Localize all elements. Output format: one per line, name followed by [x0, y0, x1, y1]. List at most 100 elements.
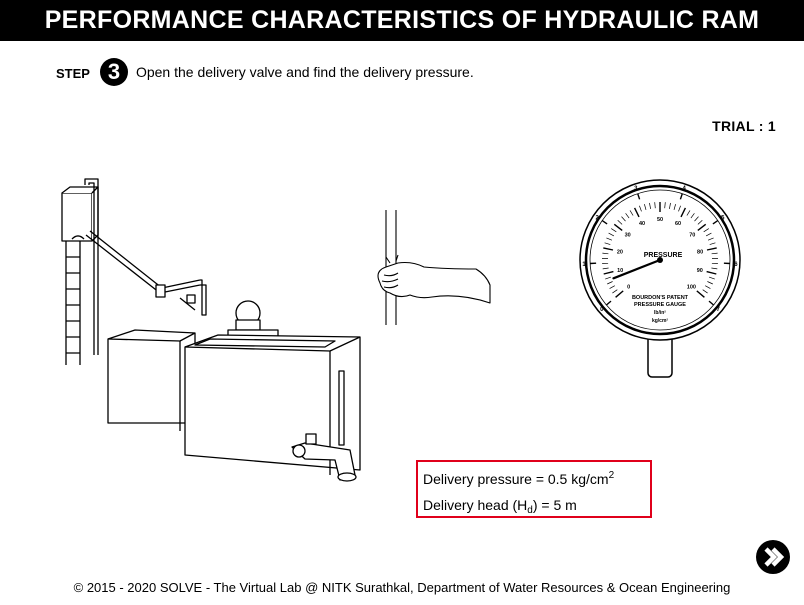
gauge-inner-major-tick: [706, 270, 717, 275]
gauge-inner-major-tick: [697, 223, 707, 231]
gauge-title: PRESSURE: [644, 252, 683, 259]
hand-opening-valve: [377, 210, 491, 325]
next-button[interactable]: [756, 540, 790, 574]
gauge-inner-label: 100: [687, 284, 696, 290]
gauge-inner-minor-tick: [604, 242, 611, 245]
step-instruction: STEP 3 Open the delivery valve and find …: [56, 58, 474, 86]
gauge-outer-label: 3: [634, 186, 638, 192]
gauge-inner-label: 50: [657, 217, 663, 223]
gauge-inner-label: 40: [639, 221, 645, 227]
gauge-inner-minor-tick: [690, 213, 695, 219]
gauge-inner-minor-tick: [607, 281, 613, 285]
gauge-inner-major-tick: [680, 207, 687, 218]
arrow-right-icon: [764, 547, 785, 567]
gauge-inner-minor-tick: [707, 281, 713, 285]
gauge-maker-line2: PRESSURE GAUGE: [634, 302, 686, 308]
gauge-inner-minor-tick: [629, 210, 634, 216]
gauge-outer-label: 7: [717, 307, 721, 313]
delivery-head-value: ) = 5 m: [532, 497, 577, 513]
gauge-outer-label: 2: [596, 215, 600, 221]
gauge-inner-label: 20: [617, 249, 623, 255]
gauge-inner-label: 60: [675, 221, 681, 227]
gauge-outer-ticks: 0 1 2 3 4 5 6 7: [582, 186, 738, 313]
step-text: Open the delivery valve and find the del…: [135, 64, 474, 80]
gauge-inner-major-tick: [613, 223, 623, 231]
gauge-inner-minor-tick: [711, 267, 718, 270]
gauge-inner-minor-tick: [678, 205, 681, 212]
page-title: PERFORMANCE CHARACTERISTICS OF HYDRAULIC…: [0, 0, 804, 41]
gauge-inner-ticks: 0 10 20 30 40 50 60 70 80 90 100: [601, 202, 719, 298]
gauge-inner-major-tick: [633, 207, 640, 218]
gauge-inner-minor-tick: [625, 213, 630, 219]
gauge-inner-minor-tick: [609, 285, 615, 289]
gauge-outer-label: 6: [734, 262, 738, 268]
footer-copyright: © 2015 - 2020 SOLVE - The Virtual Lab @ …: [73, 580, 731, 595]
gauge-inner-minor-tick: [707, 237, 714, 241]
gauge-outer-label: 5: [721, 215, 725, 221]
gauge-inner-label: 10: [617, 268, 623, 274]
gauge-inner-minor-tick: [649, 202, 651, 209]
delivery-pressure-result: Delivery pressure = 0.5 kg/cm2: [423, 466, 650, 492]
gauge-inner-minor-tick: [708, 276, 715, 280]
delivery-pressure-superscript: 2: [608, 470, 615, 481]
gauge-inner-minor-tick: [705, 285, 711, 289]
gauge-inner-minor-tick: [606, 237, 613, 241]
gauge-inner-label: 90: [697, 268, 703, 274]
gauge-inner-minor-tick: [664, 202, 666, 209]
gauge-maker-line1: BOURDON'S PATENT: [632, 295, 689, 301]
delivery-head-subscript: d: [527, 505, 533, 516]
gauge-inner-label: 0: [627, 284, 630, 290]
gauge-inner-major-tick: [615, 290, 624, 298]
gauge-unit-bottom: kg/cm²: [652, 318, 668, 324]
delivery-head-result: Delivery head (Hd) = 5 m: [423, 492, 650, 518]
gauge-outer-tick: [601, 220, 608, 225]
gauge-inner-label: 30: [625, 233, 631, 239]
gauge-inner-label: 80: [697, 249, 703, 255]
gauge-inner-minor-tick: [644, 204, 647, 210]
gauge-inner-major-tick: [706, 247, 717, 251]
gauge-inner-minor-tick: [612, 289, 618, 294]
gauge-outer-tick: [637, 193, 641, 200]
gauge-inner-minor-tick: [608, 232, 615, 237]
step-number-badge: 3: [99, 58, 128, 86]
gauge-outer-tick: [605, 300, 612, 306]
gauge-inner-major-tick: [603, 270, 614, 275]
trial-label: TRIAL : 1: [712, 118, 776, 134]
gauge-inner-minor-tick: [711, 252, 718, 255]
gauge-inner-minor-tick: [654, 202, 656, 209]
gauge-inner-minor-tick: [605, 276, 612, 280]
gauge-inner-minor-tick: [703, 228, 709, 233]
gauge-inner-minor-tick: [602, 267, 609, 270]
hydraulic-ram-apparatus: [61, 178, 361, 482]
gauge-outer-tick: [679, 193, 683, 200]
gauge-inner-major-tick: [696, 290, 705, 298]
gauge-inner-major-tick: [603, 247, 614, 251]
delivery-head-text: Delivery head (H: [423, 497, 528, 513]
gauge-inner-minor-tick: [611, 228, 617, 233]
gauge-inner-minor-tick: [697, 220, 703, 225]
gauge-inner-minor-tick: [694, 216, 699, 222]
delivery-pressure-text: Delivery pressure = 0.5 kg/cm: [423, 471, 609, 487]
gauge-inner-minor-tick: [709, 242, 716, 245]
gauge-inner-minor-tick: [617, 220, 623, 225]
gauge-outer-tick: [712, 220, 719, 225]
gauge-inner-minor-tick: [621, 216, 626, 222]
result-box: Delivery pressure = 0.5 kg/cm2 Delivery …: [416, 460, 652, 518]
gauge-outer-label: 0: [600, 307, 604, 313]
step-label: STEP: [56, 65, 90, 81]
gauge-inner-minor-tick: [702, 289, 708, 294]
gauge-outer-label: 1: [582, 262, 586, 268]
gauge-inner-label: 70: [689, 233, 695, 239]
pressure-gauge: 0 1 2 3 4 5 6 7 0 10 20 30 40 50 60 70 80 90 100 PRESSURE…: [579, 179, 741, 378]
gauge-needle: [612, 258, 662, 280]
gauge-unit-top: lb/in²: [654, 310, 666, 316]
gauge-inner-minor-tick: [669, 202, 671, 209]
gauge-needle-hub: [657, 257, 663, 263]
gauge-outer-tick: [708, 300, 715, 306]
gauge-outer-label: 4: [683, 186, 687, 192]
gauge-inner-minor-tick: [602, 252, 609, 255]
gauge-inner-minor-tick: [686, 210, 691, 216]
gauge-inner-minor-tick: [705, 232, 712, 237]
gauge-inner-minor-tick: [639, 205, 642, 212]
gauge-inner-minor-tick: [673, 204, 676, 210]
